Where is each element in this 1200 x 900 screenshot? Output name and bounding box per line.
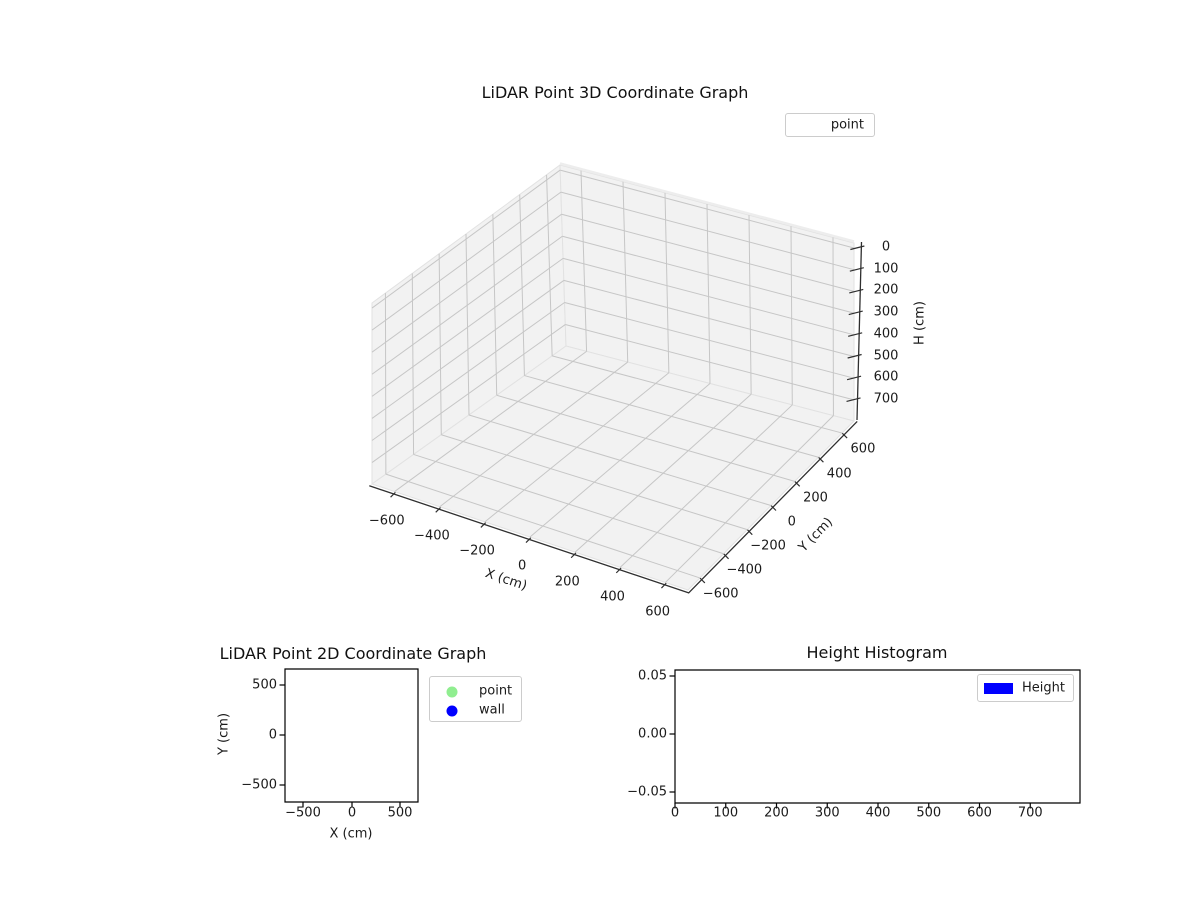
plot3d-y-tick-label: −600 — [702, 586, 739, 602]
plot2d-x-tick-label: 0 — [347, 805, 357, 821]
plot3d-y-tick-label: −400 — [726, 562, 763, 578]
plot2d-y-tick-label: 500 — [252, 677, 277, 693]
hist-legend-marker-height — [984, 683, 1013, 694]
hist-legend-label-height: Height — [1022, 680, 1065, 696]
hist-x-tick-label: 400 — [865, 805, 891, 821]
plot2d-legend-marker-point — [446, 686, 458, 698]
plot3d-z-tick-label: 300 — [873, 304, 899, 320]
plot2d-legend-marker-wall — [446, 705, 458, 717]
hist-legend: Height — [977, 674, 1074, 702]
hist-x-tick-label: 200 — [764, 805, 789, 821]
plot2d-x-tick-label: −500 — [285, 805, 321, 821]
hist-x-tick-label: 700 — [1017, 805, 1043, 821]
hist-x-tick-label: 500 — [916, 805, 942, 821]
plot3d-z-tick-label: 100 — [873, 261, 899, 277]
hist-x-tick-label: 100 — [713, 805, 739, 821]
plot3d-legend: point — [785, 113, 875, 137]
plot3d-z-tick-label: 600 — [873, 369, 899, 385]
hist-axes — [669, 669, 1081, 809]
hist-title: Height Histogram — [806, 643, 948, 662]
plot3d-x-tick-label: −400 — [414, 528, 450, 544]
plot2d-legend-label-wall: wall — [479, 702, 505, 718]
plot3d-y-tick-label: −200 — [750, 538, 786, 554]
plot3d-x-tick-label: −600 — [368, 513, 405, 529]
plot3d-y-tick-label: 600 — [850, 441, 876, 457]
plot3d-x-tick-label: 0 — [518, 558, 527, 574]
plot3d-z-tick-label: 500 — [873, 348, 899, 363]
plot3d-y-tick-label: 200 — [803, 490, 828, 506]
hist-x-tick-label: 0 — [670, 805, 680, 821]
plot2d-axes — [279, 668, 419, 808]
plot3d-legend-label-point: point — [830, 117, 864, 133]
plot3d-axes — [369, 162, 865, 594]
plot2d-y-tick-label: −500 — [241, 777, 277, 793]
plot2d-y-tick-label: 0 — [268, 727, 277, 743]
plot2d-x-axis-label: X (cm) — [329, 826, 373, 842]
plot3d-z-tick-label: 400 — [873, 326, 899, 342]
plot3d-y-tick-label: 400 — [826, 466, 852, 481]
plot3d-title: LiDAR Point 3D Coordinate Graph — [481, 83, 749, 102]
plot3d-x-tick-label: 400 — [600, 589, 625, 605]
hist-y-tick-label: 0.00 — [638, 726, 667, 742]
plot3d-y-tick-label: 0 — [787, 514, 796, 530]
plot2d-y-axis-label: Y (cm) — [216, 712, 232, 756]
hist-x-tick-label: 600 — [967, 805, 992, 821]
plot3d-z-tick-label: 200 — [873, 282, 899, 298]
plot3d-z-tick-label: 0 — [881, 239, 891, 255]
plot3d-x-tick-label: −200 — [459, 543, 495, 559]
plot2d-x-tick-label: 500 — [387, 805, 413, 821]
hist-x-tick-label: 300 — [814, 805, 840, 821]
plot3d-z-tick-label: 700 — [873, 391, 899, 407]
plot3d-x-tick-label: 600 — [645, 604, 671, 620]
hist-y-tick-label: −0.05 — [627, 784, 667, 800]
hist-y-tick-label: 0.05 — [638, 668, 667, 684]
plot2d-title: LiDAR Point 2D Coordinate Graph — [219, 644, 487, 663]
plot3d-z-axis-label: H (cm) — [912, 301, 928, 345]
plot2d-legend-label-point: point — [479, 683, 513, 699]
plot2d-legend: point wall — [429, 676, 522, 722]
plot3d-x-tick-label: 200 — [554, 574, 580, 590]
